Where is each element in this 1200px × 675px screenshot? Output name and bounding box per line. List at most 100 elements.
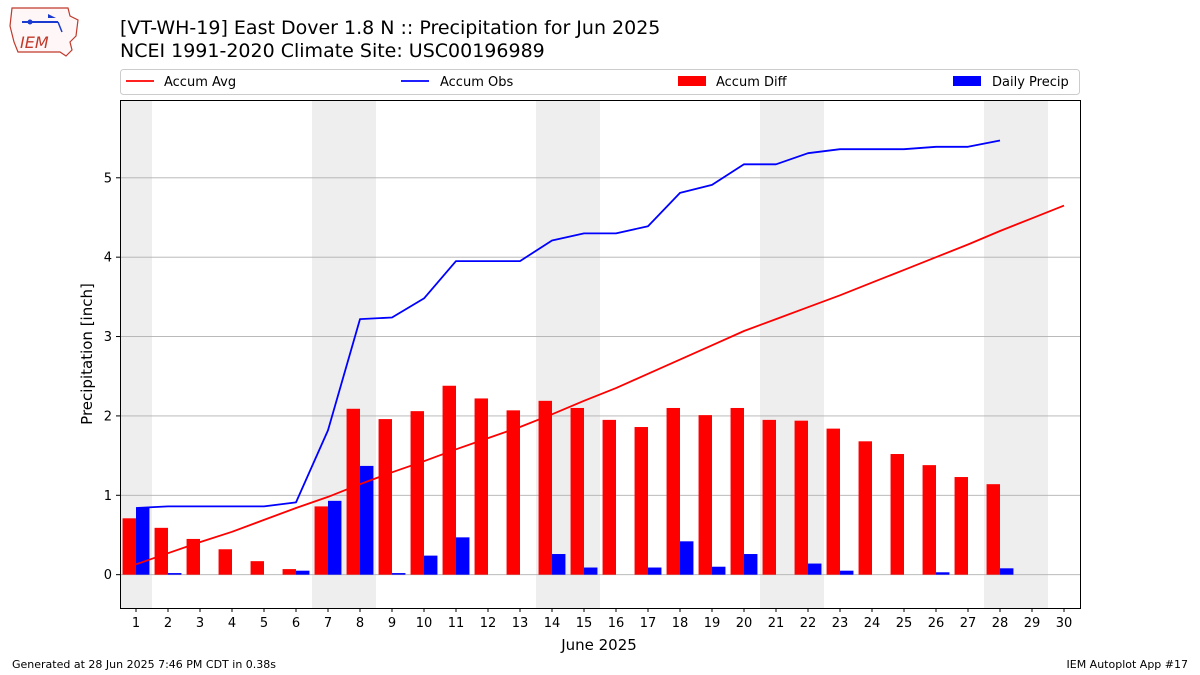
x-tick-label-25: 25: [896, 616, 913, 631]
accum-diff-bar-20: [730, 407, 744, 575]
y-tick-label-1: 1: [104, 489, 112, 504]
x-tick-label-29: 29: [1024, 616, 1041, 631]
x-tick-label-18: 18: [672, 616, 689, 631]
x-tick-label-5: 5: [260, 616, 268, 631]
accum-diff-bar-5: [250, 561, 264, 575]
x-axis: 1 2 3 4 5 6 7 8 9 10 11 12 13 14 15 16 17 18 19 20 21 22 23 24 2…: [132, 608, 1072, 631]
x-tick-label-10: 10: [416, 616, 433, 631]
x-tick-label-12: 12: [480, 616, 497, 631]
accum-diff-bar-11: [442, 385, 456, 575]
x-tick-label-14: 14: [544, 616, 561, 631]
accum-diff-bar-26: [922, 465, 936, 575]
daily-precip-bar-23: [840, 570, 854, 575]
y-tick-label-0: 0: [104, 568, 112, 583]
x-tick-label-24: 24: [864, 616, 881, 631]
grid-lines: [120, 177, 1080, 576]
accum-diff-bar-14: [538, 400, 552, 575]
accum-diff-bar-17: [634, 427, 648, 575]
accum-diff-bar-1: [122, 518, 136, 575]
x-tick-label-8: 8: [356, 616, 364, 631]
accum-diff-bar-21: [762, 419, 776, 575]
legend-box: [120, 69, 1080, 95]
plot-frame: [120, 100, 1081, 609]
x-tick-label-23: 23: [832, 616, 849, 631]
accum-diff-bar-3: [186, 538, 200, 575]
y-tick-label-3: 3: [104, 330, 112, 345]
x-tick-label-21: 21: [768, 616, 785, 631]
x-tick-label-27: 27: [960, 616, 977, 631]
x-tick-label-16: 16: [608, 616, 625, 631]
daily-precip-bar-15: [584, 567, 598, 575]
accum-diff-bar-8: [346, 408, 360, 575]
generated-footer: Generated at 28 Jun 2025 7:46 PM CDT in …: [12, 658, 277, 671]
y-tick-label-5: 5: [104, 171, 112, 186]
accum-diff-bar-24: [858, 441, 872, 575]
legend-label-daily-precip: Daily Precip: [992, 75, 1069, 90]
daily-precip-bar-20: [744, 554, 758, 575]
daily-precip-bar-17: [648, 567, 662, 575]
legend: Accum Avg Accum Obs Accum Diff Daily Pre…: [120, 69, 1080, 95]
accum-diff-bar-10: [410, 411, 424, 575]
x-tick-label-6: 6: [292, 616, 300, 631]
legend-label-accum-avg: Accum Avg: [164, 75, 236, 90]
bars-layer: [122, 385, 1014, 575]
y-tick-label-2: 2: [104, 409, 112, 424]
accum-diff-bar-4: [218, 549, 232, 575]
accum-diff-bar-18: [666, 407, 680, 575]
accum-diff-bar-6: [282, 569, 296, 575]
x-tick-label-22: 22: [800, 616, 817, 631]
x-axis-label: June 2025: [560, 636, 637, 654]
legend-swatch-accum-diff: [678, 76, 706, 86]
daily-precip-bar-9: [392, 573, 406, 575]
daily-precip-bar-1: [136, 507, 150, 575]
x-tick-label-28: 28: [992, 616, 1009, 631]
accum-diff-bar-7: [314, 506, 328, 575]
x-tick-label-17: 17: [640, 616, 657, 631]
y-axis: 0 1 2 3 4 5: [104, 171, 120, 583]
x-tick-label-13: 13: [512, 616, 529, 631]
x-tick-label-2: 2: [164, 616, 172, 631]
x-tick-label-30: 30: [1056, 616, 1073, 631]
daily-precip-bar-10: [424, 555, 438, 575]
daily-precip-bar-18: [680, 541, 694, 575]
legend-label-accum-diff: Accum Diff: [716, 75, 788, 90]
chart-subtitle: NCEI 1991-2020 Climate Site: USC00196989: [120, 40, 545, 62]
chart-title: [VT-WH-19] East Dover 1.8 N :: Precipita…: [120, 17, 661, 39]
accum-diff-bar-25: [890, 454, 904, 575]
daily-precip-bar-11: [456, 537, 470, 575]
daily-precip-bar-6: [296, 570, 310, 575]
accum-diff-bar-13: [506, 410, 520, 575]
x-tick-label-7: 7: [324, 616, 332, 631]
accum-diff-bar-16: [602, 419, 616, 575]
daily-precip-bar-19: [712, 566, 726, 575]
y-tick-label-4: 4: [104, 251, 112, 266]
accum-diff-bar-9: [378, 419, 392, 575]
x-tick-label-1: 1: [132, 616, 140, 631]
x-tick-label-15: 15: [576, 616, 593, 631]
x-tick-label-9: 9: [388, 616, 396, 631]
daily-precip-bar-8: [360, 465, 374, 575]
x-tick-label-3: 3: [196, 616, 204, 631]
accum-diff-bar-27: [954, 477, 968, 575]
x-tick-label-11: 11: [448, 616, 465, 631]
accum-obs-line: [135, 139, 1001, 509]
accum-diff-bar-28: [986, 484, 1000, 575]
y-axis-label: Precipitation [inch]: [78, 283, 96, 425]
legend-swatch-daily-precip: [953, 76, 981, 86]
accum-diff-bar-19: [698, 415, 712, 575]
iem-logo: IEM: [9, 7, 79, 57]
logo-text: IEM: [20, 33, 49, 52]
x-tick-label-19: 19: [704, 616, 721, 631]
legend-label-accum-obs: Accum Obs: [440, 75, 513, 90]
daily-precip-bar-28: [1000, 568, 1014, 575]
daily-precip-bar-7: [328, 500, 342, 575]
daily-precip-bar-2: [168, 573, 182, 575]
x-tick-label-26: 26: [928, 616, 945, 631]
daily-precip-bar-22: [808, 563, 822, 575]
accum-diff-bar-15: [570, 407, 584, 575]
daily-precip-bar-26: [936, 572, 950, 575]
app-footer: IEM Autoplot App #17: [1066, 658, 1189, 671]
x-tick-label-4: 4: [228, 616, 236, 631]
x-tick-label-20: 20: [736, 616, 753, 631]
